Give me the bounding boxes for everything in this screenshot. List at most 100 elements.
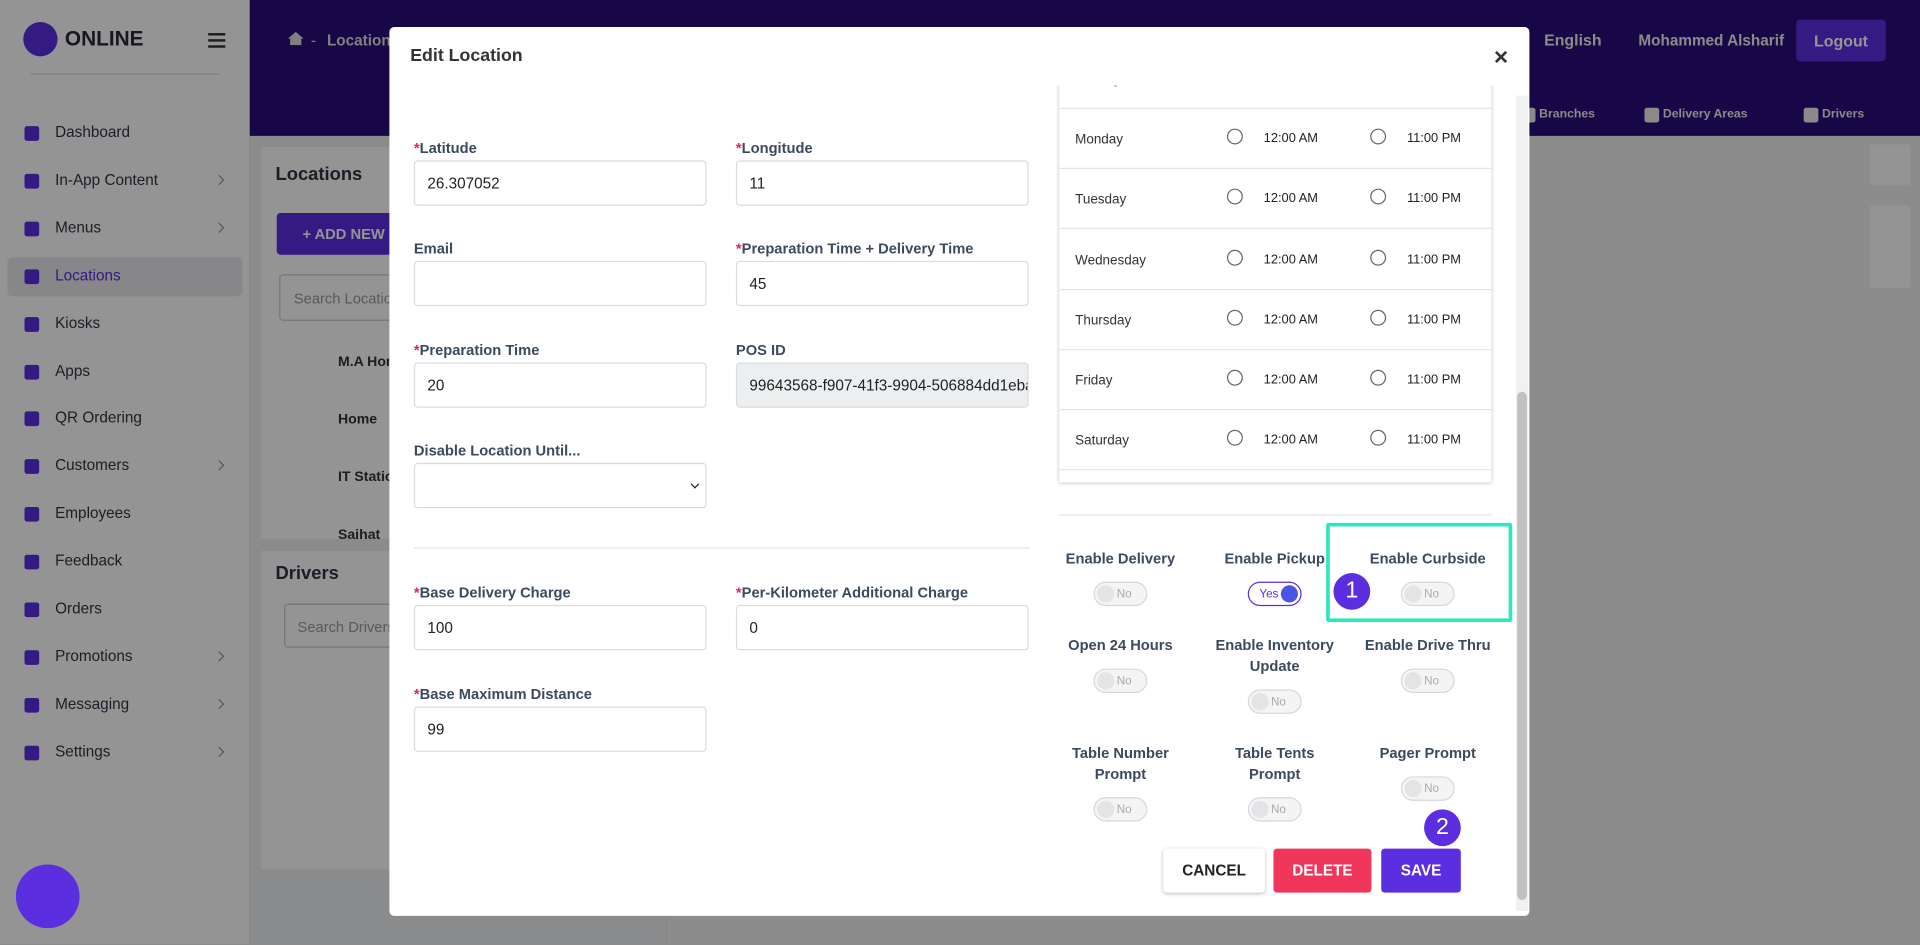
toggle-switch[interactable]: No bbox=[1247, 689, 1302, 714]
toggle-cell: Table Number Prompt No bbox=[1047, 743, 1194, 822]
close-time[interactable]: 11:00 PM bbox=[1406, 432, 1462, 448]
open-time[interactable]: 12:00 AM bbox=[1263, 131, 1319, 146]
toggle-switch[interactable]: No bbox=[1400, 581, 1455, 607]
open-time[interactable]: 12:00 AM bbox=[1263, 432, 1319, 448]
hours-row: Friday 12:00 AM 11:00 PM bbox=[1059, 350, 1492, 411]
nav-item[interactable]: Dashboard bbox=[7, 114, 242, 153]
day-label: Friday bbox=[1075, 373, 1113, 389]
nav-item[interactable]: Promotions bbox=[7, 638, 242, 677]
close-time[interactable]: 11:00 PM bbox=[1406, 251, 1462, 267]
toggle-label: Table Tents Prompt bbox=[1234, 744, 1315, 783]
nav-item[interactable]: Orders bbox=[7, 590, 242, 629]
label-text: POS ID bbox=[735, 341, 786, 359]
nav-item[interactable]: Messaging bbox=[7, 685, 242, 724]
nav-item[interactable]: In-App Content bbox=[7, 161, 242, 200]
text-input[interactable]: 0 bbox=[735, 604, 1029, 651]
toggle-label: Enable Inventory Update bbox=[1215, 636, 1334, 675]
delete-button[interactable]: DELETE bbox=[1273, 848, 1372, 893]
modal-body: *Latitude 26.307052 *Longitude 11 Email *Prep… bbox=[389, 85, 1516, 916]
nav-icon bbox=[24, 697, 40, 713]
nav-item[interactable]: Apps bbox=[7, 352, 242, 391]
text-input[interactable]: 99643568-f907-41f3-9904-506884dd1eba bbox=[735, 362, 1029, 408]
clock-icon bbox=[1226, 189, 1243, 205]
toggle-switch[interactable]: No bbox=[1400, 668, 1455, 694]
nav-item[interactable]: Employees bbox=[7, 495, 242, 534]
menu-toggle-bar[interactable] bbox=[208, 45, 226, 48]
label-text: Longitude bbox=[741, 139, 813, 157]
breadcrumb: Locations bbox=[326, 31, 400, 49]
nav-item[interactable]: QR Ordering bbox=[7, 400, 242, 439]
map-fullscreen[interactable] bbox=[1869, 144, 1911, 185]
logout-button[interactable]: Logout bbox=[1796, 19, 1886, 62]
nav-item[interactable]: Feedback bbox=[7, 543, 242, 582]
chat-button[interactable] bbox=[15, 864, 80, 929]
nav-icon bbox=[24, 745, 40, 761]
close-time[interactable]: 11:00 PM bbox=[1406, 131, 1462, 146]
location-item[interactable]: Home bbox=[337, 412, 378, 428]
label-text: Email bbox=[413, 240, 454, 258]
text-input[interactable]: 20 bbox=[413, 362, 707, 408]
open-time[interactable]: 12:00 AM bbox=[1263, 372, 1319, 387]
open-time[interactable]: 12:00 AM bbox=[1263, 191, 1319, 207]
nav-label: QR Ordering bbox=[55, 409, 142, 427]
toggle-knob bbox=[1404, 780, 1422, 798]
toggle-state: No bbox=[1116, 802, 1132, 817]
toggle-state: No bbox=[1271, 802, 1286, 817]
nav-icon bbox=[24, 221, 40, 237]
nav-item[interactable]: Customers bbox=[7, 447, 242, 486]
nav-item[interactable]: Settings bbox=[7, 733, 242, 772]
hours-row: Monday 12:00 AM 11:00 PM bbox=[1059, 109, 1492, 170]
toggle-switch[interactable]: No bbox=[1093, 668, 1148, 694]
toggle-cell: Enable Curbside No bbox=[1354, 549, 1501, 607]
clock-icon bbox=[1226, 369, 1243, 386]
toggle-switch[interactable]: No bbox=[1247, 797, 1302, 822]
text-input[interactable]: 26.307052 bbox=[413, 160, 707, 206]
toggle-state: No bbox=[1424, 587, 1439, 601]
nav-icon bbox=[24, 554, 40, 570]
menu-toggle-bar[interactable] bbox=[208, 33, 226, 36]
hours-row: Thursday 12:00 AM 11:00 PM bbox=[1059, 290, 1492, 350]
nav-label: Kiosks bbox=[55, 314, 101, 332]
cancel-button[interactable]: CANCEL bbox=[1163, 848, 1265, 893]
text-input[interactable]: 11 bbox=[735, 160, 1029, 206]
language[interactable]: English bbox=[1544, 30, 1602, 49]
text-input[interactable]: 45 bbox=[735, 260, 1029, 307]
day-label: Tuesday bbox=[1075, 192, 1127, 208]
open-time[interactable]: 12:00 AM bbox=[1263, 251, 1319, 267]
location-item[interactable]: IT Statio bbox=[337, 470, 394, 485]
toggle-switch[interactable]: No bbox=[1400, 776, 1455, 801]
open-time[interactable]: 12:00 AM bbox=[1263, 311, 1319, 327]
nav-item[interactable]: Kiosks bbox=[7, 304, 242, 343]
nav-item[interactable]: Menus bbox=[7, 209, 242, 248]
nav-icon bbox=[24, 602, 40, 618]
text-input[interactable]: 100 bbox=[413, 604, 707, 651]
label-text: Per-Kilometer Additional Charge bbox=[741, 584, 969, 602]
nav-item[interactable]: Locations bbox=[7, 256, 243, 296]
close-time[interactable]: 11:00 PM bbox=[1406, 191, 1462, 207]
toggle-switch[interactable]: No bbox=[1093, 797, 1148, 822]
location-item[interactable]: M.A Hom bbox=[337, 355, 399, 370]
toggle-switch[interactable]: Yes bbox=[1247, 581, 1302, 607]
close-time[interactable]: 11:00 PM bbox=[1406, 372, 1462, 387]
nav-icon bbox=[24, 507, 40, 522]
field-label: *Per-Kilometer Additional Charge bbox=[736, 584, 968, 601]
highlight-box bbox=[1326, 522, 1513, 623]
toggle-knob bbox=[1404, 585, 1422, 603]
toggle-cell: Open 24 Hours No bbox=[1047, 636, 1194, 694]
menu-toggle-bar[interactable] bbox=[208, 39, 226, 42]
save-button[interactable]: SAVE bbox=[1381, 848, 1461, 893]
label-text: Base Delivery Charge bbox=[419, 584, 571, 602]
label-text: Preparation Time bbox=[419, 341, 540, 359]
location-item[interactable]: Saihat bbox=[337, 527, 381, 543]
select-input[interactable] bbox=[413, 462, 707, 509]
add-new-button[interactable]: + ADD NEW bbox=[276, 213, 392, 255]
close-button[interactable]: × bbox=[1493, 44, 1509, 72]
map-zoom[interactable] bbox=[1869, 205, 1911, 288]
toggle-switch[interactable]: No bbox=[1093, 581, 1148, 607]
close-time[interactable]: 11:00 PM bbox=[1406, 311, 1462, 327]
nav-icon bbox=[24, 316, 40, 332]
filter-checkbox[interactable] bbox=[1803, 107, 1819, 123]
filter-checkbox[interactable] bbox=[1644, 107, 1660, 123]
text-input[interactable]: 99 bbox=[413, 706, 707, 752]
text-input[interactable] bbox=[413, 260, 707, 307]
